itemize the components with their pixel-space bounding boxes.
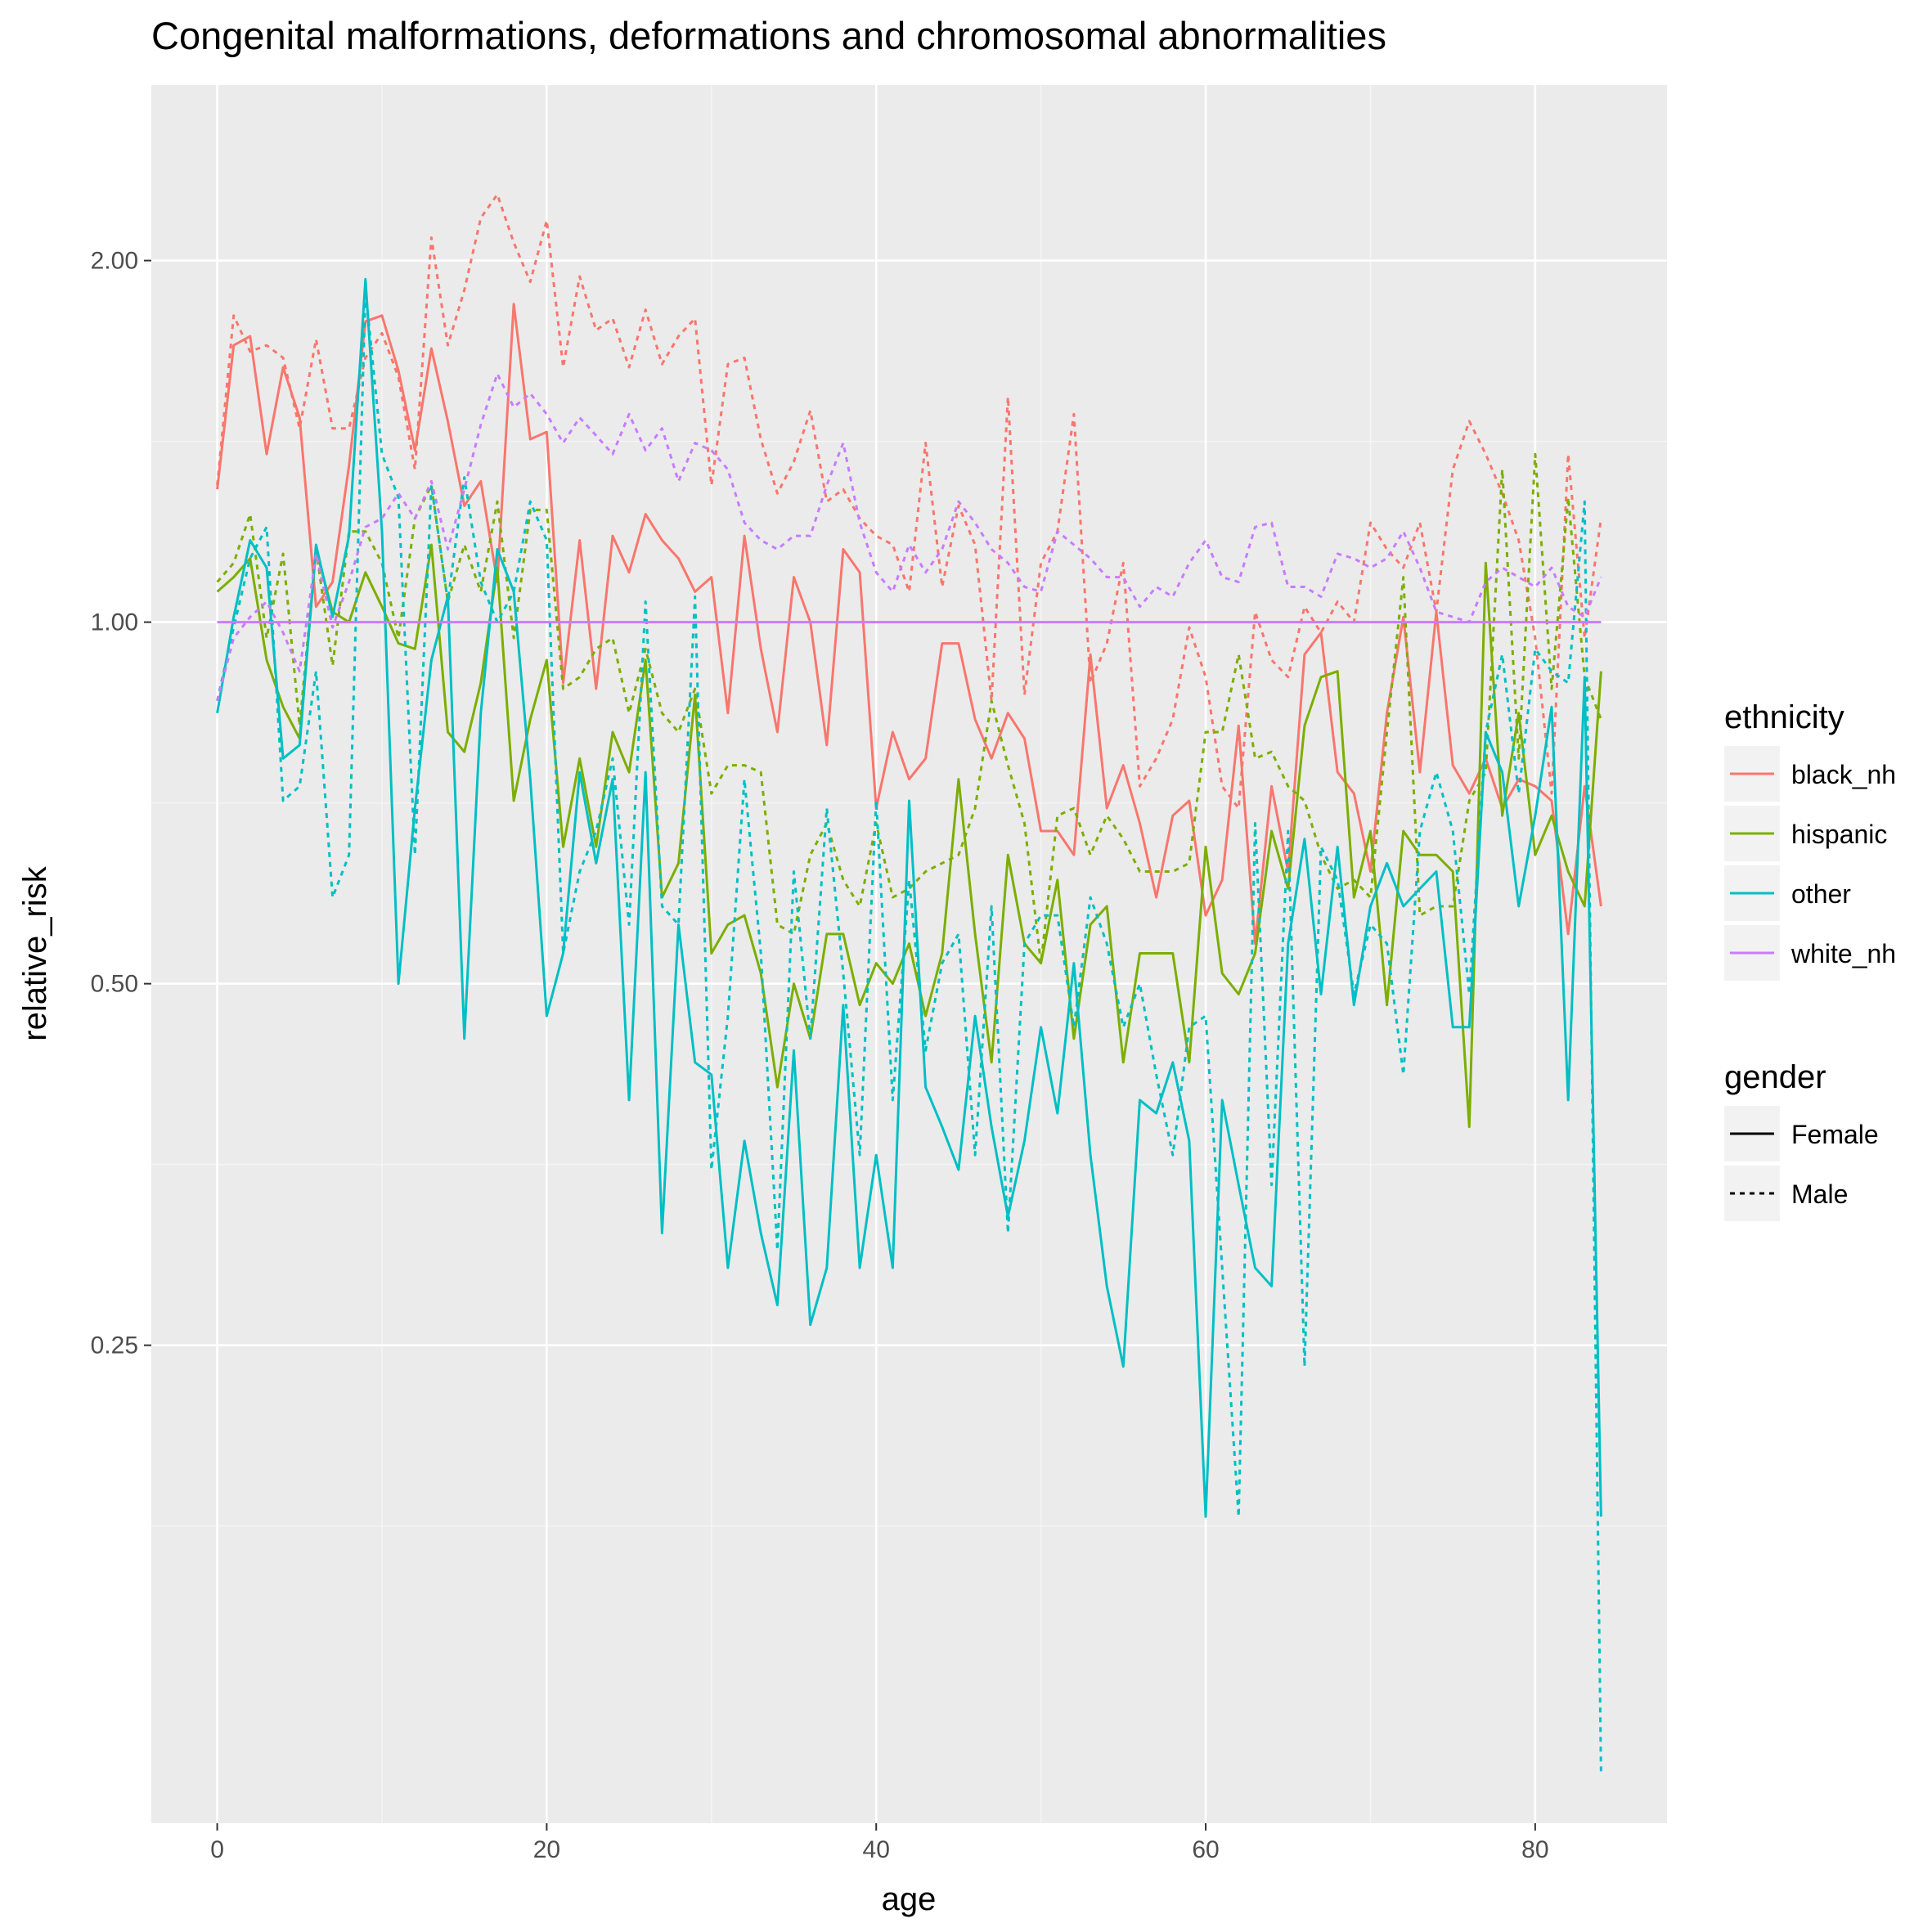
series-line-other-female [216,277,1602,1518]
y-tick-label: 0.25 [91,1332,138,1359]
y-tick-label: 2.00 [91,248,138,275]
y-tick-label: 1.00 [91,609,138,636]
y-tick-label: 0.50 [91,971,138,998]
x-tick-label: 20 [533,1836,560,1863]
axis-ticks [144,259,1536,1831]
x-tick-label: 60 [1192,1836,1219,1863]
legend-label-female: Female [1791,1120,1879,1149]
grid-major [151,85,1667,1823]
series-line-hispanic-female [216,543,1602,1129]
legend-label-black_nh: black_nh [1791,760,1896,789]
series-line-black_nh-female [216,303,1602,946]
x-axis-title: age [882,1881,937,1917]
legend-label-hispanic: hispanic [1791,820,1887,849]
series-line-black_nh-male [216,193,1602,810]
legend-title-ethnicity: ethnicity [1724,699,1844,735]
y-axis-title: relative_risk [17,865,53,1040]
legend: ethnicity black_nh hispanic other white_nhge… [1724,699,1896,1221]
legend-label-white_nh: white_nh [1790,939,1896,968]
x-tick-label: 80 [1521,1836,1548,1863]
series-line-other-male [216,289,1602,1774]
chart-title: Congenital malformations, deformations a… [151,14,1386,57]
plot-panel [151,85,1667,1823]
legend-label-other: other [1791,879,1851,909]
axis-tick-labels: 0 20 40 60 80 0.25 0.50 1.00 2.00 [91,248,1549,1863]
series-layer [216,193,1602,1774]
series-line-white_nh-male [216,372,1602,702]
legend-label-male: Male [1791,1179,1848,1209]
x-tick-label: 0 [210,1836,224,1863]
x-tick-label: 40 [863,1836,890,1863]
legend-title-gender: gender [1724,1059,1826,1095]
